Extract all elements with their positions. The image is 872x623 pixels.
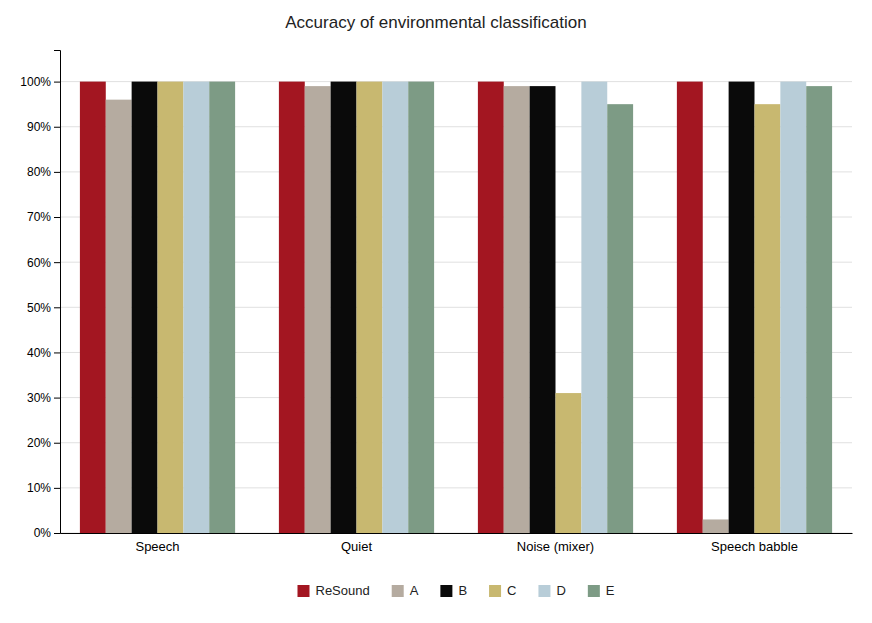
bar	[132, 82, 158, 533]
bar	[106, 100, 132, 533]
bars	[80, 82, 832, 533]
bar	[183, 82, 209, 533]
bar	[607, 104, 633, 533]
y-tick-label: 10%	[27, 481, 51, 495]
y-tick-label: 30%	[27, 391, 51, 405]
legend-label: B	[458, 583, 467, 598]
y-tick-mark	[54, 533, 60, 534]
legend-item: D	[538, 583, 565, 598]
x-axis: Speech Quiet Noise (mixer) Speech babble	[61, 533, 853, 554]
legend-swatch	[440, 585, 452, 597]
y-tick: 60%	[27, 255, 60, 269]
grid	[60, 82, 852, 533]
y-tick-mark	[54, 172, 60, 173]
y-tick: 80%	[27, 165, 60, 179]
x-tick: Noise (mixer)	[517, 533, 594, 554]
bar	[408, 82, 434, 533]
y-tick-label: 60%	[27, 255, 51, 269]
y-tick-mark	[54, 443, 60, 444]
bar	[754, 104, 780, 533]
bar	[357, 82, 383, 533]
series	[132, 82, 755, 533]
y-tick-label: 0%	[34, 526, 52, 540]
y-tick-mark	[54, 307, 60, 308]
x-tick: Speech	[135, 533, 179, 554]
bar	[677, 82, 703, 533]
y-tick-label: 100%	[20, 75, 51, 89]
bar	[331, 82, 357, 533]
legend-item: B	[440, 583, 467, 598]
legend-swatch	[538, 585, 550, 597]
x-tick: Quiet	[341, 533, 372, 554]
bar	[703, 519, 729, 533]
legend-item: E	[588, 583, 615, 598]
y-tick: 10%	[27, 481, 60, 495]
y-axis-line	[54, 51, 61, 534]
x-tick-label: Quiet	[341, 539, 372, 554]
legend-swatch	[489, 585, 501, 597]
legend-item: A	[392, 583, 419, 598]
legend-label: C	[507, 583, 516, 598]
y-tick-mark	[54, 488, 60, 489]
legend-swatch	[297, 585, 309, 597]
series	[209, 82, 832, 533]
title: Accuracy of environmental classification	[285, 13, 586, 32]
bar	[209, 82, 235, 533]
series	[183, 82, 806, 533]
y-tick-label: 80%	[27, 165, 51, 179]
series	[158, 82, 781, 533]
legend: ReSound A B C D E	[297, 583, 614, 598]
legend-swatch	[392, 585, 404, 597]
bar	[279, 82, 305, 533]
legend-label: D	[556, 583, 565, 598]
y-tick: 0%	[34, 526, 60, 540]
x-axis-line	[61, 533, 853, 534]
bar	[581, 82, 607, 533]
legend-label: A	[410, 583, 419, 598]
bar	[80, 82, 106, 533]
bar	[478, 82, 504, 533]
bar	[780, 82, 806, 533]
y-tick: 70%	[27, 210, 60, 224]
bar	[530, 86, 556, 533]
chart: Accuracy of environmental classification…	[0, 0, 872, 623]
y-tick-mark	[54, 82, 60, 83]
legend-label: ReSound	[315, 583, 369, 598]
y-tick-label: 20%	[27, 436, 51, 450]
y-tick: 40%	[27, 346, 60, 360]
plot: 0% 10% 20% 30% 40% 50% 60% 70% 80% 90% 100% Speech Q…	[20, 51, 852, 555]
x-tick: Speech babble	[711, 533, 798, 554]
y-tick-mark	[54, 262, 60, 263]
y-tick-label: 90%	[27, 120, 51, 134]
x-tick-label: Noise (mixer)	[517, 539, 594, 554]
bar	[504, 86, 530, 533]
x-tick-label: Speech babble	[711, 539, 798, 554]
legend-swatch	[588, 585, 600, 597]
bar	[158, 82, 184, 533]
x-tick-label: Speech	[135, 539, 179, 554]
legend-item: C	[489, 583, 516, 598]
y-tick: 100%	[20, 75, 60, 89]
bar	[806, 86, 832, 533]
y-tick: 50%	[27, 301, 60, 315]
bar	[729, 82, 755, 533]
y-tick: 20%	[27, 436, 60, 450]
y-axis: 0% 10% 20% 30% 40% 50% 60% 70% 80% 90% 100%	[20, 51, 60, 541]
y-tick-label: 40%	[27, 346, 51, 360]
y-tick-mark	[54, 217, 60, 218]
y-tick-label: 50%	[27, 301, 51, 315]
y-tick: 30%	[27, 391, 60, 405]
bar	[382, 82, 408, 533]
y-tick-mark	[54, 352, 60, 353]
y-tick-label: 70%	[27, 210, 51, 224]
legend-label: E	[606, 583, 615, 598]
y-tick: 90%	[27, 120, 60, 134]
series	[80, 82, 703, 533]
bar	[555, 393, 581, 533]
y-tick-mark	[54, 398, 60, 399]
legend-item: ReSound	[297, 583, 369, 598]
y-tick-mark	[54, 127, 60, 128]
bar	[305, 86, 331, 533]
